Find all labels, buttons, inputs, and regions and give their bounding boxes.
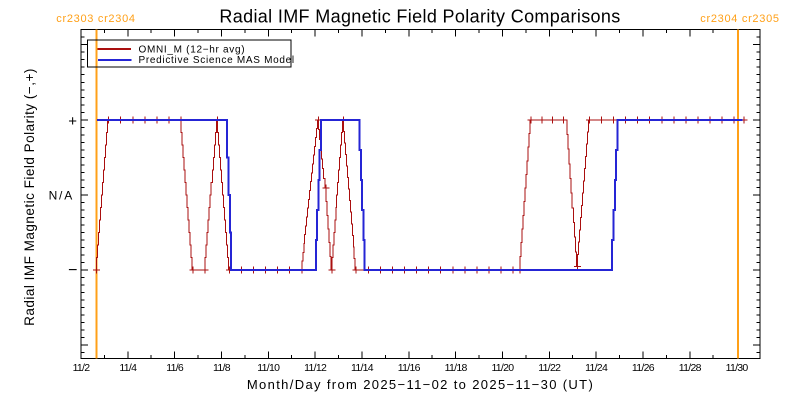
svg-text:N/A: N/A: [49, 189, 74, 203]
svg-text:OMNI_M (12−hr avg): OMNI_M (12−hr avg): [139, 44, 246, 55]
svg-text:11/30: 11/30: [726, 362, 749, 374]
svg-text:11/14: 11/14: [351, 362, 374, 374]
svg-text:11/10: 11/10: [257, 362, 280, 374]
svg-text:Month/Day from 2025−11−02 to 2: Month/Day from 2025−11−02 to 2025−11−30 …: [247, 377, 594, 392]
svg-text:Radial IMF Magnetic Field Pola: Radial IMF Magnetic Field Polarity Compa…: [219, 7, 620, 27]
svg-text:11/20: 11/20: [491, 362, 514, 374]
svg-text:+: +: [68, 113, 77, 130]
svg-text:Predictive Science MAS Model: Predictive Science MAS Model: [139, 55, 295, 66]
svg-text:Radial IMF Magnetic Field Pola: Radial IMF Magnetic Field Polarity (−,+): [22, 68, 37, 326]
svg-text:11/16: 11/16: [398, 362, 421, 374]
svg-text:11/8: 11/8: [213, 362, 231, 374]
svg-text:11/12: 11/12: [304, 362, 327, 374]
svg-text:11/6: 11/6: [166, 362, 184, 374]
svg-text:cr2304 cr2305: cr2304 cr2305: [700, 13, 779, 25]
svg-text:11/22: 11/22: [538, 362, 561, 374]
svg-text:cr2303 cr2304: cr2303 cr2304: [56, 13, 135, 25]
svg-text:11/2: 11/2: [73, 362, 91, 374]
svg-text:11/28: 11/28: [679, 362, 702, 374]
svg-text:−: −: [68, 262, 77, 279]
svg-text:11/4: 11/4: [119, 362, 137, 374]
svg-text:11/24: 11/24: [585, 362, 608, 374]
svg-text:11/18: 11/18: [445, 362, 468, 374]
svg-text:11/26: 11/26: [632, 362, 655, 374]
